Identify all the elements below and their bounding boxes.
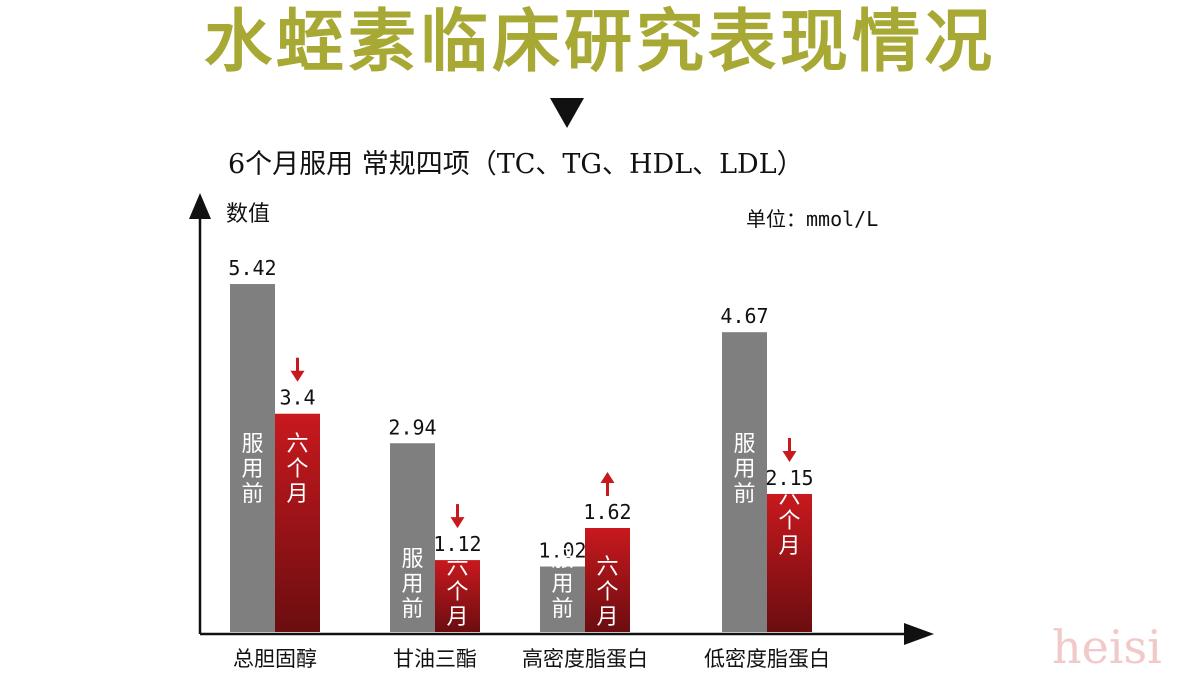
data-label-after: 2.15 (765, 466, 813, 490)
data-label-before: 5.42 (228, 256, 276, 280)
series-label-after: 个 (778, 509, 800, 534)
data-label-after: 1.12 (433, 532, 481, 556)
series-label-after: 六 (596, 555, 618, 580)
series-label-after: 月 (778, 534, 800, 559)
series-label-before: 前 (733, 482, 755, 507)
bar-before (390, 443, 435, 632)
series-label-after: 六 (446, 555, 468, 580)
series-label-before: 用 (733, 457, 755, 482)
series-label-before: 服 (551, 547, 573, 572)
arrow-down-icon (290, 357, 305, 382)
bar-before (540, 566, 585, 632)
series-label-before: 服 (733, 432, 755, 457)
bar-after (767, 493, 812, 632)
bar-after (435, 560, 480, 632)
series-label-before: 用 (401, 572, 423, 597)
series-label-before: 用 (241, 457, 263, 482)
unit-label: 单位：mmol/L (746, 207, 879, 231)
series-label-after: 个 (446, 580, 468, 605)
x-tick-label: 低密度脂蛋白 (704, 647, 830, 671)
x-tick-label: 甘油三酯 (393, 647, 477, 671)
series-label-before: 服 (401, 547, 423, 572)
x-axis-arrow-icon (904, 623, 934, 645)
bar-after (275, 413, 320, 632)
watermark: heisi (1052, 620, 1162, 674)
chart-subtitle: 6个月服用 常规四项（TC、TG、HDL、LDL） (228, 149, 804, 180)
x-tick-label: 总胆固醇 (233, 647, 317, 671)
series-label-after: 月 (596, 605, 618, 630)
down-triangle-icon (550, 98, 584, 128)
y-axis-label: 数值 (226, 202, 271, 227)
data-label-after: 3.4 (279, 386, 315, 410)
series-label-after: 六 (778, 484, 800, 509)
series-label-after: 六 (286, 432, 308, 457)
data-label-before: 2.94 (388, 415, 436, 439)
bar-before (722, 332, 767, 632)
bar-before (230, 284, 275, 632)
series-label-before: 服 (241, 432, 263, 457)
arrow-up-icon (600, 471, 615, 496)
y-axis-arrow-icon (189, 193, 211, 219)
x-tick-label: 高密度脂蛋白 (522, 647, 648, 671)
series-label-before: 用 (551, 572, 573, 597)
series-label-before: 前 (401, 597, 423, 622)
data-label-before: 4.67 (720, 304, 768, 328)
series-label-after: 个 (286, 457, 308, 482)
series-label-after: 月 (286, 482, 308, 507)
series-label-after: 个 (596, 580, 618, 605)
page-title: 水蛭素临床研究表现情况 (203, 3, 996, 82)
data-label-after: 1.62 (583, 500, 631, 524)
series-label-before: 前 (241, 482, 263, 507)
series-label-before: 前 (551, 597, 573, 622)
data-label-before: 1.02 (538, 539, 586, 563)
series-label-after: 月 (446, 605, 468, 630)
bar-after (585, 527, 630, 632)
arrow-down-icon (782, 437, 797, 462)
arrow-down-icon (450, 504, 465, 529)
